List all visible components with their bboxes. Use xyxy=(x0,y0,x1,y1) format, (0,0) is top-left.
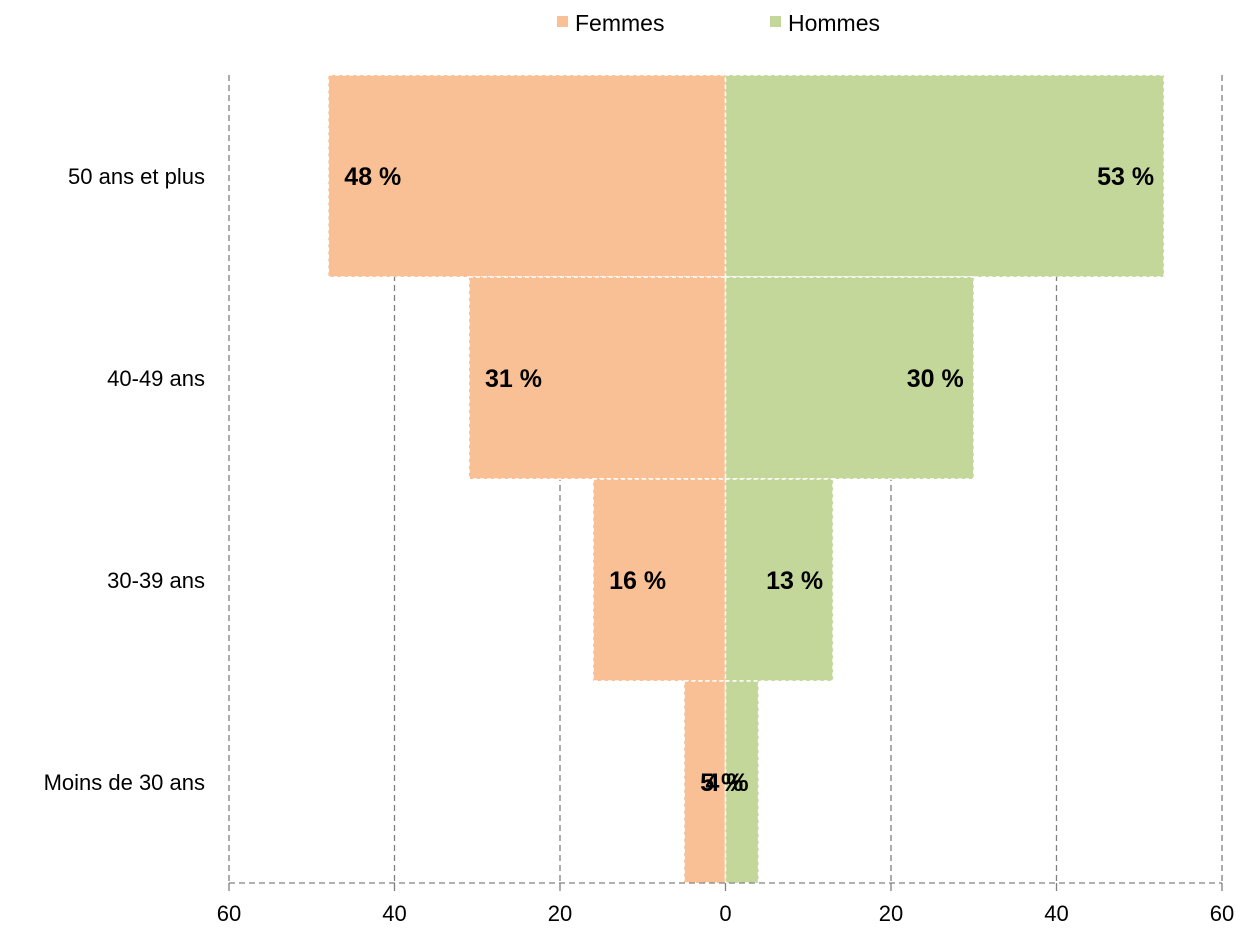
data-label-femmes-moins-de-30-ans: 5 % xyxy=(700,769,743,797)
x-tick-label-20: 20 xyxy=(548,901,572,926)
labels: 48 % 53 % 50 ans et plus 31 % 30 % 40-49 ans 1… xyxy=(44,163,1155,797)
legend-swatch-femmes xyxy=(557,16,568,27)
bar-femmes-moins-de-30-ans xyxy=(683,680,727,884)
x-tick-label-60: 60 xyxy=(1210,901,1234,926)
legend-swatch-hommes xyxy=(770,16,781,27)
bar-hommes-moins-de-30-ans xyxy=(724,680,760,884)
x-tick-label-40: 40 xyxy=(382,901,406,926)
category-label-30-39-ans: 30-39 ans xyxy=(107,568,205,593)
bar-femmes-30-39-ans xyxy=(592,478,727,682)
x-axis: 60 40 20 0 20 40 60 xyxy=(217,882,1234,926)
x-tick-label-0: 0 xyxy=(719,901,731,926)
bar-hommes-50-ans-et-plus xyxy=(724,74,1165,278)
data-label-femmes-40-49-ans: 31 % xyxy=(485,365,542,393)
data-label-hommes-moins-de-30-ans: 4 % xyxy=(706,769,749,797)
legend: Femmes Hommes xyxy=(557,10,880,36)
bar-hommes-30-39-ans xyxy=(724,478,834,682)
category-label-40-49-ans: 40-49 ans xyxy=(107,366,205,391)
x-tick-label-60: 60 xyxy=(217,901,241,926)
data-label-hommes-30-39-ans: 13 % xyxy=(766,567,823,595)
x-tick-label-40: 40 xyxy=(1044,901,1068,926)
x-tick-label-20: 20 xyxy=(879,901,903,926)
data-label-femmes-30-39-ans: 16 % xyxy=(609,567,666,595)
category-label-moins-de-30-ans: Moins de 30 ans xyxy=(44,770,205,795)
data-label-hommes-40-49-ans: 30 % xyxy=(907,365,964,393)
category-label-50-ans-et-plus: 50 ans et plus xyxy=(68,164,205,189)
bar-hommes-40-49-ans xyxy=(724,276,975,480)
data-label-hommes-50-ans-et-plus: 53 % xyxy=(1097,163,1154,191)
bars xyxy=(327,74,1165,884)
data-label-femmes-50-ans-et-plus: 48 % xyxy=(344,163,401,191)
legend-label-femmes: Femmes xyxy=(575,10,664,36)
legend-label-hommes: Hommes xyxy=(788,10,880,36)
